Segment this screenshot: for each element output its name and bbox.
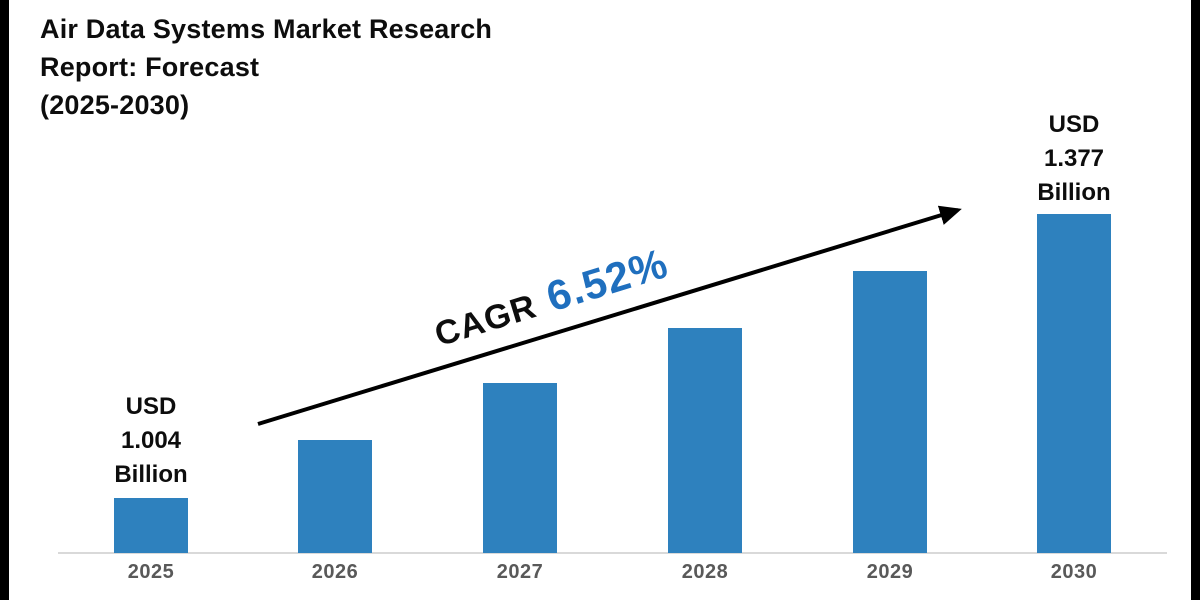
x-axis-line <box>58 552 1167 554</box>
bar-2029 <box>853 271 927 553</box>
value-callout-2025-unit: Billion <box>114 461 188 488</box>
chart-title: Air Data Systems Market Research Report:… <box>40 10 600 124</box>
value-callout-2025: USD 1.004 Billion <box>81 390 221 492</box>
letterbox-left <box>0 0 9 600</box>
value-callout-2030-currency: USD <box>1048 111 1100 138</box>
bar-2027 <box>483 383 557 553</box>
chart-title-line-1: Air Data Systems Market Research <box>40 14 493 44</box>
value-callout-2025-amount: 1.004 <box>120 427 182 454</box>
x-tick-2029: 2029 <box>866 561 914 583</box>
value-callout-2030-unit: Billion <box>1037 179 1111 206</box>
value-callout-2030: USD 1.377 Billion <box>1004 108 1144 210</box>
x-tick-2027: 2027 <box>496 561 544 583</box>
x-tick-2028: 2028 <box>681 561 729 583</box>
x-tick-2026: 2026 <box>311 561 359 583</box>
value-callout-2030-amount: 1.377 <box>1043 145 1105 172</box>
x-tick-2030: 2030 <box>1050 561 1098 583</box>
x-tick-2025: 2025 <box>127 561 175 583</box>
bar-2030 <box>1037 214 1111 553</box>
chart-title-line-2: Report: Forecast <box>40 52 260 82</box>
letterbox-right <box>1191 0 1200 600</box>
value-callout-2025-currency: USD <box>125 393 177 420</box>
chart-title-line-3: (2025-2030) <box>40 90 190 120</box>
bar-2026 <box>298 440 372 553</box>
bar-2028 <box>668 328 742 553</box>
bar-2025 <box>114 498 188 553</box>
